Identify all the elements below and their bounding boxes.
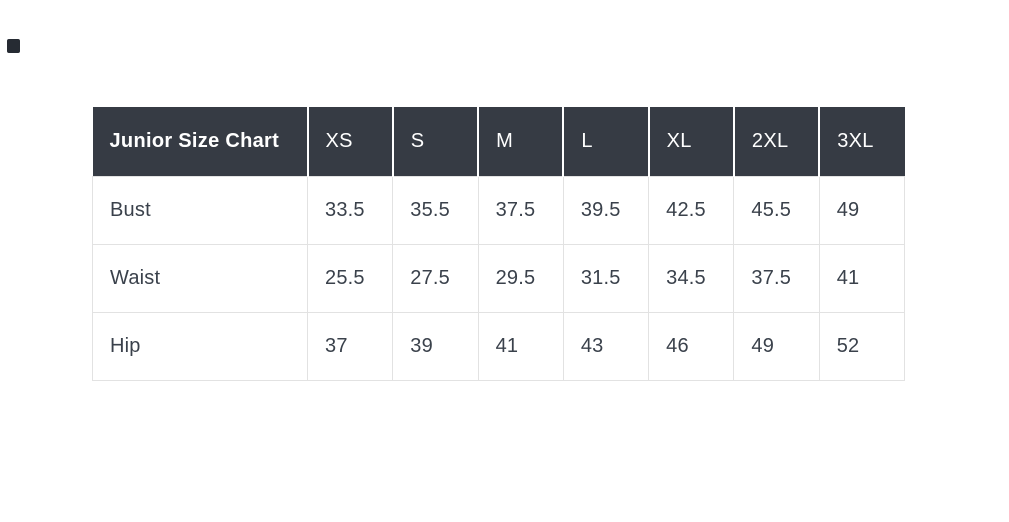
header-row: Junior Size Chart XS S M L XL 2XL 3XL [92, 107, 905, 176]
size-value-cell: 52 [818, 311, 906, 381]
table-row-hip: Hip 37 39 41 43 46 49 52 [92, 311, 906, 381]
size-value-cell: 31.5 [562, 243, 650, 313]
table-body: Bust 33.5 35.5 37.5 39.5 42.5 45.5 49 Waist 25.5 2… [92, 175, 906, 381]
size-value-cell: 41 [477, 311, 564, 381]
size-value-cell: 34.5 [648, 243, 735, 313]
size-value-cell: 46 [648, 311, 735, 381]
size-value-cell: 25.5 [306, 243, 394, 313]
column-header-l: L [563, 107, 650, 176]
dark-square-artifact [7, 39, 20, 53]
size-value-cell: 29.5 [477, 243, 564, 313]
size-value-cell: 49 [818, 175, 906, 245]
column-header-xs: XS [307, 107, 394, 176]
column-header-xl: XL [648, 107, 735, 176]
size-value-cell: 37.5 [733, 243, 820, 313]
size-value-cell: 41 [818, 243, 906, 313]
table-header: Junior Size Chart XS S M L XL 2XL 3XL [92, 107, 905, 176]
size-chart-container: Junior Size Chart XS S M L XL 2XL 3XL Bust 33.5 3… [92, 107, 906, 381]
size-value-cell: 49 [733, 311, 820, 381]
size-value-cell: 33.5 [306, 175, 394, 245]
table-title-cell: Junior Size Chart [92, 107, 309, 176]
column-header-2xl: 2XL [733, 107, 821, 176]
size-value-cell: 43 [562, 311, 650, 381]
size-value-cell: 37.5 [477, 175, 564, 245]
size-value-cell: 39 [392, 311, 479, 381]
size-value-cell: 39.5 [562, 175, 650, 245]
measurement-label-cell: Bust [92, 175, 308, 245]
measurement-label-cell: Hip [92, 311, 308, 381]
size-value-cell: 35.5 [392, 175, 479, 245]
size-value-cell: 27.5 [392, 243, 479, 313]
column-header-s: S [392, 107, 480, 176]
size-value-cell: 42.5 [648, 175, 735, 245]
size-value-cell: 37 [306, 311, 394, 381]
table-row-waist: Waist 25.5 27.5 29.5 31.5 34.5 37.5 41 [92, 243, 906, 313]
junior-size-chart-table: Junior Size Chart XS S M L XL 2XL 3XL Bust 33.5 3… [92, 107, 906, 381]
column-header-3xl: 3XL [819, 107, 905, 176]
measurement-label-cell: Waist [92, 243, 308, 313]
column-header-m: M [478, 107, 565, 176]
table-row-bust: Bust 33.5 35.5 37.5 39.5 42.5 45.5 49 [92, 175, 906, 245]
size-value-cell: 45.5 [733, 175, 820, 245]
